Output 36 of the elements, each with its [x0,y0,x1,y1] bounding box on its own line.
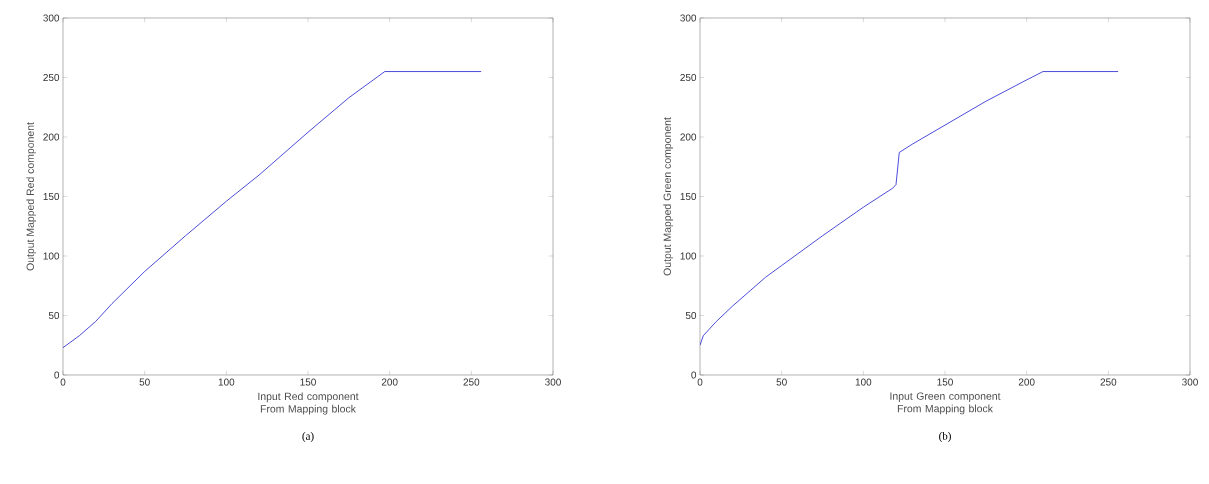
x-tick-label: 100 [855,378,872,386]
x-axis-title: Input Red component From Mapping block [258,392,359,415]
x-tick-label: 0 [697,378,703,386]
x-tick-label: 300 [1182,378,1198,386]
x-tick-label: 250 [463,378,480,386]
y-tick-label: 100 [43,252,60,260]
x-tick-label: 150 [937,378,953,386]
y-tick-label: 250 [43,73,60,82]
x-tick-label: 200 [381,378,398,386]
line-series [63,71,482,349]
y-tick-label: 100 [680,252,697,260]
text: (b) [939,432,951,442]
y-axis-title: Output Mapped Green component [663,117,674,276]
x-tick-label: 100 [218,378,235,386]
y-axis-title: Output Mapped Red component [26,122,37,271]
x-axis-title: Input Green component From Mapping block [890,392,1001,415]
x-tick-label: 200 [1018,378,1035,386]
y-tick-label: 0 [54,371,60,379]
x-tick-label: 150 [300,378,316,386]
y-tick-label: 50 [685,311,697,320]
x-tick-label: 50 [139,378,150,386]
y-tick-label: 150 [680,192,697,201]
y-tick-label: 300 [43,14,60,22]
y-tick-label: 150 [43,192,60,201]
text: (a) [302,432,314,442]
y-tick-label: 300 [680,14,697,22]
x-tick-label: 50 [776,378,787,386]
y-tick-label: 0 [691,371,697,379]
line-series [700,71,1119,346]
y-tick-label: 200 [680,133,697,141]
x-tick-label: 0 [60,378,66,386]
y-tick-label: 50 [48,311,60,320]
x-tick-label: 250 [1100,378,1117,386]
x-tick-label: 300 [545,378,561,386]
y-tick-label: 200 [43,133,60,141]
y-tick-label: 250 [680,73,697,82]
